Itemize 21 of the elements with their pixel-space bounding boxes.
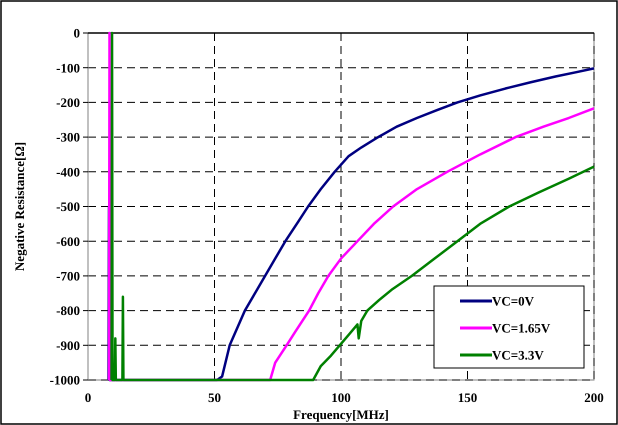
x-tick-label: 0 [84, 390, 92, 405]
x-tick-label: 100 [331, 390, 351, 405]
x-axis-title: Frequency[MHz] [293, 407, 389, 422]
y-tick-label: -300 [56, 130, 80, 145]
legend-label: VC=3.3V [492, 348, 544, 363]
x-tick-label: 150 [458, 390, 478, 405]
legend-label: VC=0V [492, 294, 535, 309]
y-tick-label: -400 [56, 164, 80, 180]
y-tick-label: -600 [56, 234, 80, 249]
legend-label: VC=1.65V [492, 320, 551, 336]
y-axis-title: Negative Resistance[Ω] [12, 142, 27, 272]
y-tick-label: -800 [56, 303, 80, 318]
x-tick-label: 50 [208, 390, 221, 405]
y-tick-label: -100 [56, 60, 80, 76]
y-tick-label: -200 [56, 94, 80, 110]
x-tick-label: 200 [584, 390, 604, 405]
y-tick-label: -900 [56, 338, 80, 353]
y-tick-label: -700 [56, 268, 80, 284]
y-tick-label: -1000 [50, 372, 80, 388]
y-tick-label: -500 [56, 199, 80, 214]
y-tick-label: 0 [74, 26, 80, 41]
